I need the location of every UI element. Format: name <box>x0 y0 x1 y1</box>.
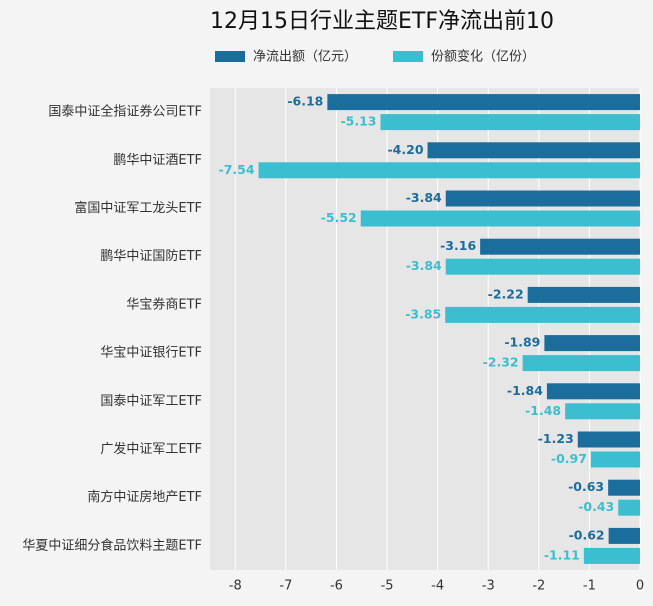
y-tick-label: 华宝券商ETF <box>126 296 202 312</box>
value-label: -4.20 <box>387 142 423 157</box>
value-label: -2.22 <box>488 286 524 301</box>
y-tick-label: 南方中证房地产ETF <box>87 489 202 505</box>
bar <box>608 527 640 544</box>
x-tick-label: -3 <box>482 579 495 594</box>
value-label: -1.48 <box>525 403 561 418</box>
value-label: -3.16 <box>440 238 476 253</box>
value-label: -5.13 <box>340 114 376 129</box>
y-tick-label: 富国中证军工龙头ETF <box>74 200 202 216</box>
bar <box>327 94 640 111</box>
value-label: -5.52 <box>321 210 357 225</box>
bar <box>445 258 640 275</box>
x-tick-label: -5 <box>381 579 394 594</box>
bar <box>445 190 640 207</box>
value-label: -1.23 <box>538 431 574 446</box>
bar <box>546 383 640 400</box>
value-label: -2.32 <box>483 355 519 370</box>
y-tick-label: 国泰中证全指证券公司ETF <box>48 104 202 120</box>
bar <box>590 451 640 468</box>
value-label: -0.43 <box>578 499 614 514</box>
bar <box>618 499 640 516</box>
chart-title: 12月15日行业主题ETF净流出前10 <box>210 9 554 34</box>
x-tick-label: -6 <box>330 579 343 594</box>
bar <box>608 479 640 496</box>
value-label: -3.85 <box>405 306 441 321</box>
legend-swatch <box>393 51 423 62</box>
value-label: -6.18 <box>287 94 323 109</box>
value-label: -1.84 <box>507 383 543 398</box>
x-tick-label: -8 <box>229 579 242 594</box>
bar <box>565 403 640 420</box>
bar <box>522 355 640 372</box>
bar <box>480 238 640 255</box>
y-tick-label: 广发中证军工ETF <box>100 441 202 457</box>
value-label: -0.62 <box>569 527 605 542</box>
legend-swatch <box>215 51 245 62</box>
y-tick-label: 鹏华中证酒ETF <box>113 153 202 168</box>
legend-label: 净流出额（亿元） <box>253 50 357 65</box>
value-label: -0.63 <box>568 479 604 494</box>
x-tick-label: 0 <box>636 579 644 594</box>
plot-area <box>210 88 640 570</box>
x-tick-label: -2 <box>532 579 545 594</box>
y-tick-label: 华夏中证细分食品饮料主题ETF <box>22 537 202 553</box>
y-tick-label: 鹏华中证国防ETF <box>100 248 202 264</box>
x-tick-label: -7 <box>279 579 292 594</box>
value-label: -3.84 <box>406 258 442 273</box>
value-label: -0.97 <box>551 451 587 466</box>
value-label: -3.84 <box>406 190 442 205</box>
bar <box>360 210 640 227</box>
x-tick-label: -4 <box>431 579 444 594</box>
value-label: -7.54 <box>219 162 255 177</box>
legend-label: 份额变化（亿份） <box>431 49 535 65</box>
x-tick-label: -1 <box>583 579 596 594</box>
bar <box>380 114 640 131</box>
bar <box>544 335 640 352</box>
value-label: -1.11 <box>544 547 580 562</box>
bar <box>258 162 640 179</box>
bar <box>583 547 640 564</box>
bar <box>445 306 640 323</box>
bar <box>527 286 640 303</box>
y-tick-label: 华宝中证银行ETF <box>100 346 202 361</box>
value-label: -1.89 <box>504 335 540 350</box>
bar <box>577 431 640 448</box>
y-tick-label: 国泰中证军工ETF <box>100 394 202 409</box>
bar <box>427 142 640 159</box>
